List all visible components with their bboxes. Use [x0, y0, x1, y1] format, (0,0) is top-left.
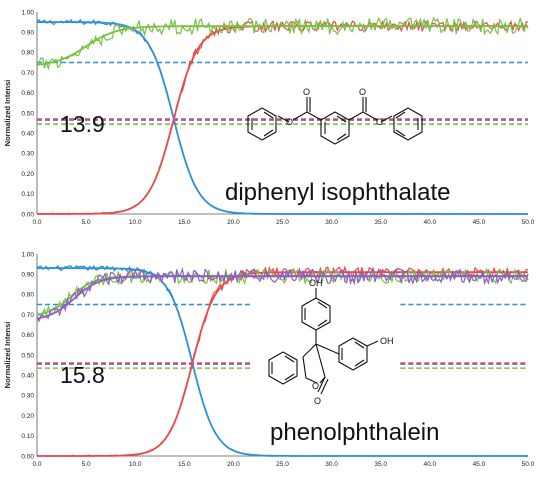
y-tick-label: 0.00 [21, 453, 34, 460]
x-tick-label: 30.0 [325, 219, 338, 226]
compound-label-bottom: phenolphthalein [270, 419, 440, 446]
x-tick-label: 5.0 [82, 219, 91, 226]
y-tick-label: 0.50 [21, 110, 34, 117]
x-tick-label: 45.0 [473, 461, 486, 468]
diphenyl-isophthalate-structure [247, 97, 423, 145]
y-tick-label: 0.30 [21, 151, 34, 158]
y-tick-label: 0.00 [21, 211, 34, 218]
y-tick-label: 0.50 [21, 352, 34, 359]
x-tick-label: 10.0 [129, 461, 142, 468]
carbonyl-oxygen-left: O [303, 87, 310, 97]
x-tick-label: 25.0 [276, 461, 289, 468]
series-blue-fit [37, 21, 528, 215]
ester-oxygen-right: O [376, 117, 383, 127]
x-tick-label: 20.0 [227, 461, 240, 468]
y-tick-label: 0.10 [21, 191, 34, 198]
x-tick-label: 15.0 [178, 219, 191, 226]
lactone-ring-oxygen: O [312, 381, 319, 391]
y-tick-label: 0.90 [21, 272, 34, 279]
x-tick-label: 25.0 [276, 219, 289, 226]
x-tick-label: 30.0 [325, 461, 338, 468]
series-purple-fit [36, 275, 528, 320]
x-tick-label: 10.0 [129, 219, 142, 226]
y-tick-label: 0.60 [21, 332, 34, 339]
x-tick-label: 35.0 [374, 219, 387, 226]
hydroxyl-right: OH [380, 336, 394, 346]
y-tick-label: 0.30 [21, 393, 34, 400]
phenolphthalein-structure [268, 288, 379, 395]
carbonyl-oxygen-right: O [359, 87, 366, 97]
chart-panel-diphenyl-isophthalate: 0.0 5.0 10.0 15.0 20.0 25.0 30.0 35.0 40.0 45.0 50… [3, 9, 535, 226]
series-blue-fit [37, 267, 528, 457]
y-tick-label: 0.70 [21, 70, 34, 77]
x-tick-label: 15.0 [178, 461, 191, 468]
ester-oxygen-left: O [286, 117, 293, 127]
hydroxyl-top: OH [309, 278, 323, 288]
x-tick-label: 40.0 [423, 219, 436, 226]
x-tick-label: 40.0 [423, 461, 436, 468]
series-green-trace [36, 267, 529, 316]
y-tick-label: 0.20 [21, 413, 34, 420]
lactone-carbonyl-oxygen: O [314, 396, 321, 406]
y-tick-label: 0.60 [21, 90, 34, 97]
series-green-fit [36, 25, 528, 66]
y-tick-label: 1.00 [21, 9, 34, 16]
series-purple-trace [36, 267, 529, 323]
y-tick-label: 0.70 [21, 312, 34, 319]
y-tick-label: 0.40 [21, 373, 34, 380]
compound-label-top: diphenyl isophthalate [225, 179, 451, 206]
midpoint-value-label-top: 13.9 [60, 111, 105, 137]
y-axis-label: Normalized Intensi [3, 322, 12, 389]
y-tick-label: 1.00 [21, 251, 34, 258]
x-tick-label: 20.0 [227, 219, 240, 226]
x-tick-label: 50.0 [522, 219, 535, 226]
series-green-fit [36, 275, 528, 316]
y-tick-label: 0.40 [21, 131, 34, 138]
x-tick-label: 0.0 [32, 461, 41, 468]
x-tick-label: 35.0 [374, 461, 387, 468]
y-tick-label: 0.80 [21, 50, 34, 57]
y-tick-label: 0.80 [21, 292, 34, 299]
y-axis-label: Normalized Intensi [3, 80, 12, 147]
x-tick-label: 45.0 [473, 219, 486, 226]
x-tick-label: 5.0 [82, 461, 91, 468]
chart-panel-phenolphthalein: 0.0 5.0 10.0 15.0 20.0 25.0 30.0 35.0 40.0 45.0 50… [3, 251, 535, 468]
y-tick-label: 0.90 [21, 30, 34, 37]
x-tick-label: 0.0 [32, 219, 41, 226]
x-tick-label: 50.0 [522, 461, 535, 468]
y-tick-label: 0.10 [21, 433, 34, 440]
y-tick-label: 0.20 [21, 171, 34, 178]
midpoint-value-label-bottom: 15.8 [60, 362, 105, 388]
